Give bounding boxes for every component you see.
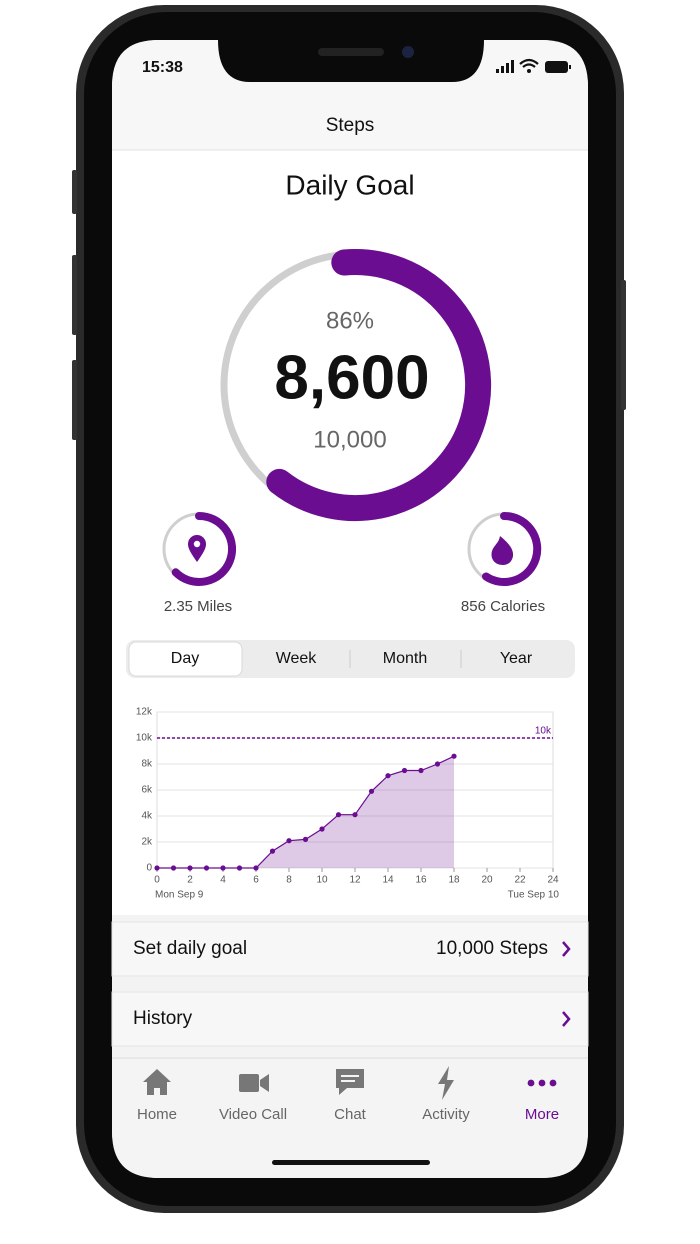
row-label: Set daily goal — [133, 938, 247, 959]
location-icon — [193, 540, 201, 548]
nav-label[interactable]: Video Call — [219, 1106, 287, 1123]
x-tick-label: 18 — [448, 875, 460, 886]
point — [418, 767, 424, 774]
more-icon[interactable] — [527, 1079, 557, 1087]
y-tick-label: 2k — [141, 837, 153, 848]
goal-target: 10,000 — [313, 426, 386, 453]
point — [253, 865, 259, 871]
point — [401, 767, 408, 774]
battery-icon — [545, 61, 568, 73]
point — [154, 865, 160, 871]
camera — [402, 46, 414, 58]
y-tick-label: 6k — [141, 785, 153, 796]
point — [187, 865, 193, 871]
x-tick-label: 12 — [349, 875, 361, 886]
y-tick-label: 12k — [136, 707, 153, 718]
segment-tab[interactable]: Month — [383, 650, 427, 667]
point — [319, 826, 325, 832]
goal-percent: 86% — [326, 307, 374, 334]
x-tick-label: 16 — [415, 875, 427, 886]
video-icon[interactable] — [239, 1074, 259, 1092]
point — [302, 836, 309, 843]
settings-row[interactable] — [111, 921, 589, 977]
side-button — [72, 360, 77, 440]
side-button — [72, 255, 77, 335]
nav-label[interactable]: Home — [137, 1106, 177, 1123]
y-tick-label: 8k — [141, 759, 153, 770]
y-tick-label: 4k — [141, 811, 153, 822]
point — [286, 838, 292, 844]
home-indicator — [272, 1160, 430, 1165]
miles-ring — [171, 511, 237, 586]
calories-ring — [482, 511, 542, 586]
point — [203, 865, 210, 871]
ring-progress — [266, 249, 492, 522]
x-tick-label: 2 — [187, 875, 193, 886]
flame-icon — [491, 536, 514, 565]
point — [451, 753, 457, 759]
segment-tab[interactable]: Year — [500, 650, 533, 667]
segment-tab[interactable]: Day — [171, 650, 199, 667]
nav-label[interactable]: More — [525, 1106, 559, 1123]
goal-title: Daily Goal — [285, 169, 414, 200]
x-tick-label: 24 — [547, 875, 559, 886]
x-tick-label: 6 — [253, 875, 259, 886]
header-title: Steps — [326, 115, 375, 136]
x-tick-label: 0 — [154, 875, 160, 886]
chevron — [562, 941, 571, 957]
point — [368, 788, 375, 794]
nav-label[interactable]: Chat — [334, 1106, 367, 1123]
settings-row[interactable] — [111, 991, 589, 1047]
home-icon[interactable] — [143, 1069, 171, 1095]
battery-icon — [569, 65, 571, 69]
speaker — [318, 48, 384, 56]
point — [434, 761, 441, 767]
chat-icon — [341, 1075, 359, 1082]
notch — [218, 40, 484, 82]
x-tick-label: 8 — [286, 875, 292, 886]
chevron — [562, 1011, 571, 1027]
x-tick-label: 14 — [382, 875, 394, 886]
point — [170, 865, 177, 871]
goal-label: 10k — [535, 726, 552, 737]
x-tick-label: 20 — [481, 875, 493, 886]
side-button — [621, 280, 626, 410]
row-label: History — [133, 1008, 193, 1029]
point — [352, 812, 358, 818]
side-button — [72, 170, 77, 214]
end-date: Tue Sep 10 — [508, 890, 560, 901]
x-tick-label: 10 — [316, 875, 328, 886]
miles-label: 2.35 Miles — [164, 598, 232, 615]
wifi-icon — [519, 58, 539, 68]
row-value: 10,000 Steps — [436, 938, 548, 959]
video-icon[interactable] — [260, 1074, 269, 1092]
goal-steps: 8,600 — [274, 343, 429, 412]
tab-bar — [112, 1058, 588, 1178]
start-date: Mon Sep 9 — [155, 890, 204, 901]
y-tick-label: 10k — [136, 733, 153, 744]
segment-tab[interactable]: Week — [276, 650, 318, 667]
x-tick-label: 22 — [514, 875, 526, 886]
point — [220, 865, 226, 871]
status-time: 15:38 — [142, 59, 183, 76]
point — [236, 865, 243, 871]
signal-icon — [496, 60, 514, 73]
point — [385, 773, 391, 779]
segment-selected[interactable] — [128, 641, 243, 677]
wifi-icon — [527, 69, 531, 73]
calories-label: 856 Calories — [461, 598, 545, 615]
point — [269, 848, 276, 854]
point — [335, 812, 342, 818]
activity-icon[interactable] — [438, 1066, 454, 1100]
x-tick-label: 4 — [220, 875, 226, 886]
location-icon — [188, 535, 206, 562]
nav-label[interactable]: Activity — [422, 1106, 470, 1123]
y-tick-label: 0 — [146, 863, 152, 874]
